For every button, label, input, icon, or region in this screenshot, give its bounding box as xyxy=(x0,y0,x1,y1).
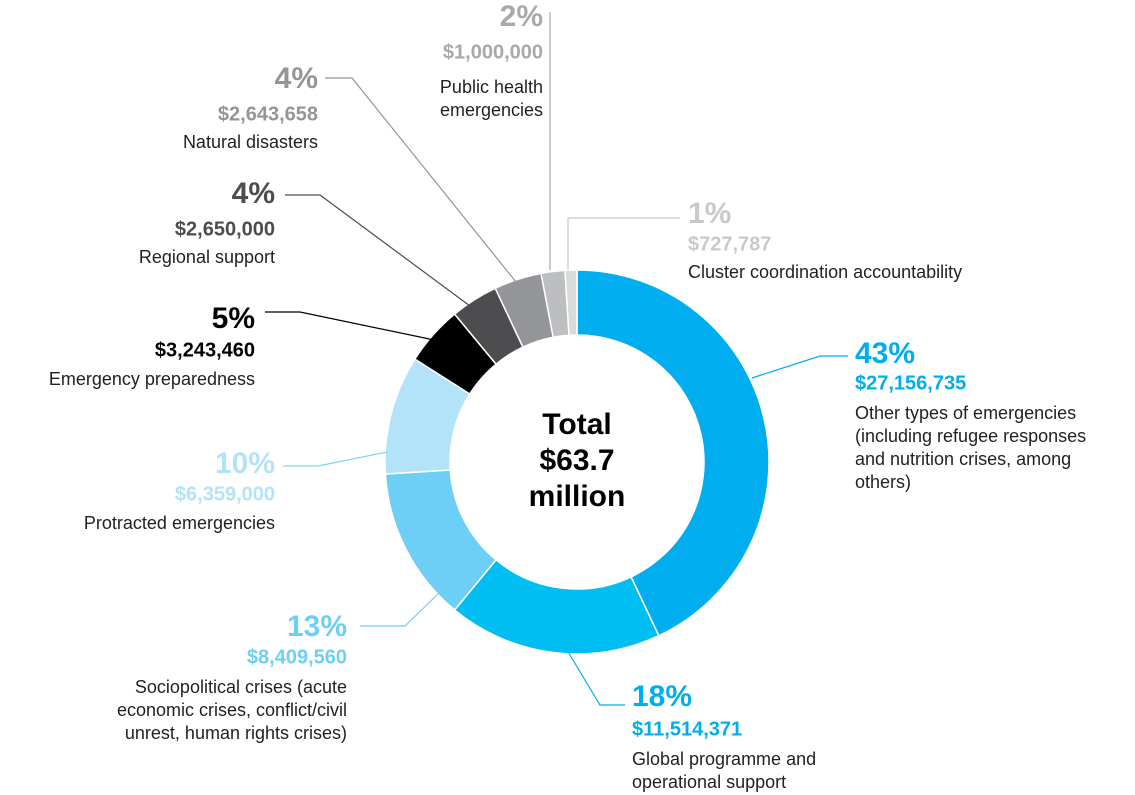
category-label: Natural disasters xyxy=(183,132,318,152)
amount-label: $3,243,460 xyxy=(155,339,255,361)
category-label: Public health xyxy=(440,77,543,97)
leader-line xyxy=(283,451,388,467)
category-label: (including refugee responses xyxy=(855,426,1086,446)
center-label: $63.7 xyxy=(539,444,614,477)
center-label: Total xyxy=(542,408,611,441)
percent-label: 4% xyxy=(275,62,318,95)
category-label: Emergency preparedness xyxy=(49,369,255,389)
percent-label: 43% xyxy=(855,337,915,370)
amount-label: $1,000,000 xyxy=(443,41,543,63)
leader-line xyxy=(285,194,471,307)
percent-label: 5% xyxy=(212,302,255,335)
percent-label: 2% xyxy=(500,0,543,33)
slice xyxy=(564,269,578,337)
category-label: Sociopolitical crises (acute xyxy=(135,677,347,697)
category-label: others) xyxy=(855,472,911,492)
leader-line xyxy=(360,591,441,627)
category-label: Protracted emergencies xyxy=(84,513,275,533)
percent-label: 1% xyxy=(688,197,731,230)
percent-label: 18% xyxy=(632,680,692,713)
amount-label: $11,514,371 xyxy=(632,718,742,740)
category-label: economic crises, conflict/civil xyxy=(117,700,347,720)
category-label: Regional support xyxy=(139,247,275,267)
category-label: emergencies xyxy=(440,100,543,120)
amount-label: $727,787 xyxy=(688,233,771,255)
category-label: Other types of emergencies xyxy=(855,403,1076,423)
category-label: and nutrition crises, among xyxy=(855,449,1071,469)
center-label: million xyxy=(529,480,626,513)
amount-label: $2,650,000 xyxy=(175,218,275,240)
leader-line xyxy=(751,355,848,379)
amount-label: $8,409,560 xyxy=(247,646,347,668)
category-label: unrest, human rights crises) xyxy=(125,723,347,743)
amount-label: $6,359,000 xyxy=(175,483,275,505)
amount-label: $27,156,735 xyxy=(855,372,966,394)
leader-line xyxy=(325,77,517,283)
percent-label: 4% xyxy=(232,177,275,210)
category-label: operational support xyxy=(632,772,786,792)
leader-line xyxy=(265,311,464,347)
leader-line xyxy=(566,649,625,706)
slice xyxy=(576,269,770,637)
category-label: Cluster coordination accountability xyxy=(688,262,962,282)
category-label: Global programme and xyxy=(632,749,816,769)
leader-line xyxy=(567,217,680,270)
amount-label: $2,643,658 xyxy=(218,103,318,125)
percent-label: 13% xyxy=(287,610,347,643)
percent-label: 10% xyxy=(215,447,275,480)
